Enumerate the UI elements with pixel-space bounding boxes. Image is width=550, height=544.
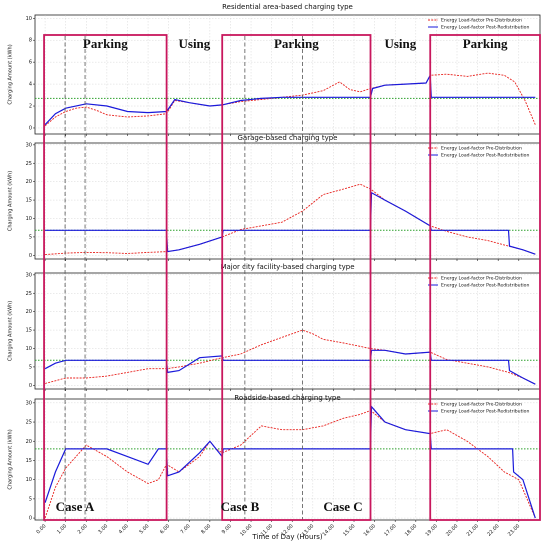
- phase-label: Parking: [83, 36, 128, 51]
- y-tick-label: 8: [29, 38, 32, 44]
- phase-box: [429, 34, 541, 521]
- legend-label: Energy Load-factor Post-Redistribution: [441, 25, 529, 31]
- y-tick-label: 2: [29, 104, 32, 110]
- x-tick-label: 5.00: [138, 523, 150, 535]
- panel-title: Roadside-based charging type: [234, 394, 340, 402]
- y-tick-label: 15: [26, 198, 32, 204]
- x-tick-label: 22.00: [486, 523, 500, 537]
- x-tick-label: 23.00: [507, 523, 521, 537]
- phase-label: Parking: [274, 36, 319, 51]
- y-tick-label: 10: [26, 477, 32, 483]
- series-line: [45, 191, 536, 255]
- y-tick-label: 30: [26, 400, 32, 406]
- plot-area: [34, 142, 541, 260]
- phase-label: Using: [384, 36, 416, 51]
- legend-label: Energy Load-factor Post-Redistribution: [441, 283, 529, 289]
- x-tick-label: 14.00: [322, 523, 336, 537]
- panel-title: Major city facility-based charging type: [220, 263, 354, 271]
- y-tick-label: 25: [26, 161, 32, 167]
- x-tick-label: 17.00: [383, 523, 397, 537]
- x-tick-label: 16.00: [363, 523, 377, 537]
- x-tick-label: 9.00: [221, 523, 233, 535]
- case-label: Case B: [221, 499, 260, 514]
- series-line: [44, 329, 536, 385]
- y-tick-label: 6: [29, 60, 32, 66]
- y-tick-label: 10: [26, 16, 32, 22]
- x-tick-label: 0.00: [35, 523, 47, 535]
- legend-label: Energy Load-factor Pre-Distribution: [441, 146, 522, 152]
- y-tick-label: 0: [29, 383, 32, 389]
- y-tick-label: 4: [29, 82, 32, 88]
- plot-area: [34, 398, 541, 521]
- y-tick-label: 10: [26, 216, 32, 222]
- y-tick-label: 15: [26, 458, 32, 464]
- y-tick-label: 0: [29, 253, 32, 259]
- x-tick-label: 20.00: [445, 523, 459, 537]
- y-tick-label: 20: [26, 309, 32, 315]
- phase-box: [43, 34, 168, 521]
- y-tick-label: 20: [26, 179, 32, 185]
- y-axis-label: Charging Amount (kWh): [8, 301, 14, 361]
- y-tick-label: 30: [26, 142, 32, 148]
- y-tick-label: 25: [26, 420, 32, 426]
- y-tick-label: 10: [26, 346, 32, 352]
- legend-label: Energy Load-factor Post-Redistribution: [441, 153, 529, 159]
- phase-box: [221, 34, 372, 521]
- y-tick-label: 30: [26, 272, 32, 278]
- y-axis-label: Charging Amount (kWh): [8, 44, 14, 104]
- plot-area: [34, 272, 541, 390]
- case-label: Case A: [56, 499, 95, 514]
- x-tick-label: 4.00: [118, 523, 130, 535]
- x-tick-label: 19.00: [425, 523, 439, 537]
- series-line: [44, 409, 536, 519]
- x-tick-label: 1.00: [56, 523, 68, 535]
- plot-area: [34, 14, 541, 135]
- legend-label: Energy Load-factor Post-Redistribution: [441, 409, 529, 415]
- legend-label: Energy Load-factor Pre-Distribution: [441, 402, 522, 408]
- y-tick-label: 5: [29, 496, 32, 502]
- x-tick-label: 8.00: [200, 523, 212, 535]
- series-line: [44, 73, 536, 126]
- y-axis-label: Charging Amount (kWh): [8, 171, 14, 231]
- phase-label: Using: [179, 36, 211, 51]
- series-line: [44, 405, 536, 519]
- x-tick-label: 15.00: [342, 523, 356, 537]
- y-tick-label: 5: [29, 234, 32, 240]
- y-tick-label: 15: [26, 328, 32, 334]
- case-label: Case C: [323, 499, 362, 514]
- y-tick-label: 20: [26, 439, 32, 445]
- y-tick-label: 0: [29, 125, 32, 131]
- y-axis-label: Charging Amount (kWh): [8, 429, 14, 489]
- x-tick-label: 2.00: [77, 523, 89, 535]
- x-tick-label: 3.00: [97, 523, 109, 535]
- legend-label: Energy Load-factor Pre-Distribution: [441, 18, 522, 24]
- x-axis-label: Time of Day (Hours): [251, 533, 323, 541]
- panel-title: Residential area-based charging type: [222, 3, 353, 11]
- y-tick-label: 0: [29, 516, 32, 522]
- x-tick-label: 7.00: [180, 523, 192, 535]
- y-tick-label: 25: [26, 291, 32, 297]
- x-tick-label: 21.00: [466, 523, 480, 537]
- y-tick-label: 5: [29, 364, 32, 370]
- series-line: [45, 183, 536, 256]
- x-tick-label: 18.00: [404, 523, 418, 537]
- legend-label: Energy Load-factor Pre-Distribution: [441, 276, 522, 282]
- phase-label: Parking: [463, 36, 508, 51]
- x-tick-label: 6.00: [159, 523, 171, 535]
- panel-title: Garage-based charging type: [238, 134, 338, 142]
